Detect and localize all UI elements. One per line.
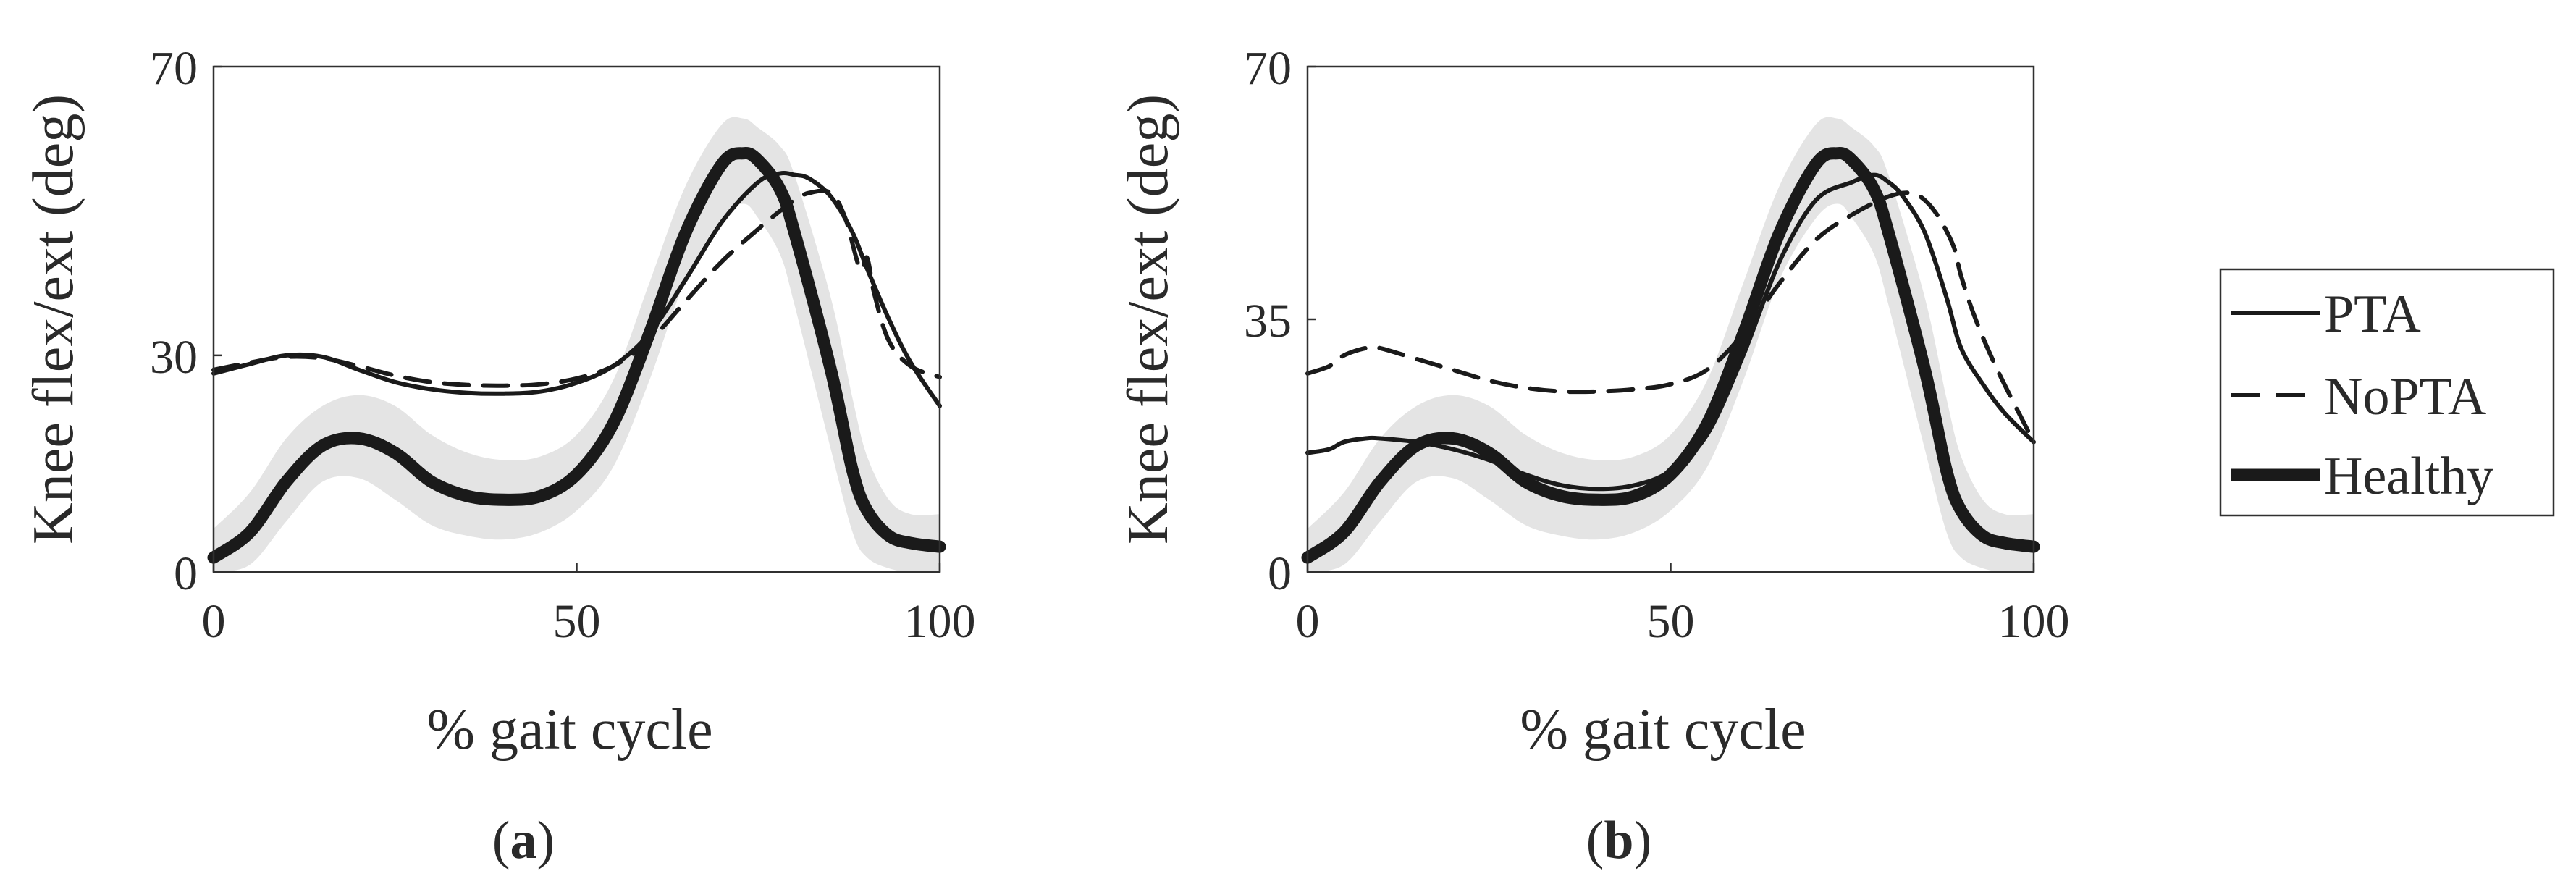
panel-a-caption: (a) <box>492 811 555 870</box>
legend-label-nopta: NoPTA <box>2324 367 2486 426</box>
legend-box <box>2219 268 2555 517</box>
panel-a-x-tick-label-50: 50 <box>553 595 601 648</box>
legend-label-healthy: Healthy <box>2324 447 2493 506</box>
panel-a-y-tick-label-0: 0 <box>174 547 198 600</box>
panel-b-x-tick-label-50: 50 <box>1647 595 1695 648</box>
panel-b-y-tick-label-70: 70 <box>1244 42 1292 95</box>
panel-a-series-healthy <box>207 147 946 564</box>
panel-a-ticks: 0 50 100 0 30 70 <box>150 42 976 648</box>
panel-b-series-healthy <box>1301 147 2040 564</box>
legend-label-pta: PTA <box>2324 285 2421 344</box>
panel-a-plot-area <box>207 117 946 573</box>
panel-b-y-tick-label-35: 35 <box>1244 295 1292 348</box>
panel-a-y-tick-label-70: 70 <box>150 42 198 95</box>
panel-b-x-tick-label-100: 100 <box>1998 595 2070 648</box>
panel-b-x-axis-label: % gait cycle <box>1520 698 1806 762</box>
panel-b-plot-area <box>1301 117 2040 573</box>
panel-a-series-nopta <box>211 188 942 388</box>
panel-a-caption-letter: a <box>510 811 537 870</box>
panel-b-y-axis-label: Knee flex/ext (deg) <box>1116 94 1180 544</box>
panel-a-y-tick-label-30: 30 <box>150 331 198 384</box>
panel-a-x-axis-label: % gait cycle <box>426 698 712 762</box>
panel-b-caption-letter: b <box>1604 811 1633 870</box>
panel-b-x-tick-label-0: 0 <box>1296 595 1320 648</box>
panel-a-y-axis-label: Knee flex/ext (deg) <box>22 94 85 544</box>
panel-a: 0 50 100 0 30 70 % gait cycle Knee flex/ext (… <box>22 42 976 870</box>
panel-a-x-tick-label-100: 100 <box>904 595 976 648</box>
legend: PTA NoPTA Healthy <box>2219 268 2555 517</box>
panel-a-x-tick-label-0: 0 <box>202 595 226 648</box>
panel-b-caption: (b) <box>1586 811 1651 870</box>
panel-b-y-tick-label-0: 0 <box>1268 547 1292 600</box>
panel-b-series-nopta <box>1305 190 2036 445</box>
panel-b-ticks: 0 50 100 0 35 70 <box>1244 42 2070 648</box>
panel-b: 0 50 100 0 35 70 % gait cycle Knee flex/ext (… <box>1116 42 2070 870</box>
